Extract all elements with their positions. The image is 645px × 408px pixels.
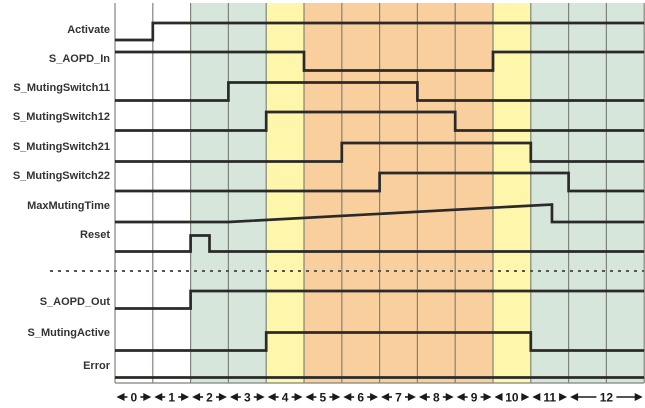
waveform-Reset <box>115 234 645 253</box>
arrow-right-icon <box>218 393 227 401</box>
waveform-MaxMutingTime <box>115 203 645 224</box>
arrow-right-icon <box>143 393 152 401</box>
arrow-left-icon <box>532 393 541 401</box>
time-segment-number: 2 <box>206 391 213 405</box>
phase-region-green-5 <box>530 3 645 383</box>
time-segment-number: 7 <box>395 391 402 405</box>
arrow-right-icon <box>483 393 492 401</box>
arrow-left-icon <box>154 393 163 401</box>
arrow-right-icon <box>559 393 568 401</box>
signal-labels: Activate S_AOPD_In S_MutingSwitch11 S_Mutin… <box>0 0 110 408</box>
waveform-S_MutingSwitch11 <box>115 81 645 102</box>
arrow-left-icon <box>456 393 465 401</box>
arrow-right-icon <box>521 393 530 401</box>
signal-label-S_MutingActive: S_MutingActive <box>27 327 110 339</box>
waveform-S_AOPD_Out <box>115 289 645 310</box>
time-segment-number: 5 <box>320 391 327 405</box>
arrow-right-icon <box>294 393 303 401</box>
arrow-right-icon <box>256 393 265 401</box>
time-segment-number: 9 <box>471 391 478 405</box>
arrow-left-icon <box>418 393 427 401</box>
signal-label-S_MutingSwitch22: S_MutingSwitch22 <box>12 170 110 182</box>
signal-label-Activate: Activate <box>67 24 110 36</box>
signal-label-S_MutingSwitch21: S_MutingSwitch21 <box>12 141 110 153</box>
signal-label-S_AOPD_Out: S_AOPD_Out <box>39 296 110 308</box>
arrow-left-icon <box>305 393 314 401</box>
arrow-right-icon <box>634 393 643 401</box>
phase-region-yellow-4 <box>493 3 531 383</box>
signal-label-MaxMutingTime: MaxMutingTime <box>27 200 110 212</box>
phase-region-yellow-2 <box>266 3 304 383</box>
waveform-S_MutingSwitch21 <box>115 141 645 163</box>
arrow-left-icon <box>494 393 503 401</box>
time-segment-number: 1 <box>168 391 175 405</box>
arrow-left-icon <box>381 393 390 401</box>
signal-label-Reset: Reset <box>80 229 110 241</box>
arrow-left-icon <box>267 393 276 401</box>
waveform-S_AOPD_In <box>115 50 645 72</box>
waveform-S_MutingSwitch22 <box>115 171 645 193</box>
arrow-right-icon <box>370 393 379 401</box>
waveform-S_MutingActive <box>115 331 645 352</box>
signal-label-Error: Error <box>83 360 110 372</box>
time-segment-number: 8 <box>433 391 440 405</box>
arrow-right-icon <box>407 393 416 401</box>
arrow-left-icon <box>116 393 125 401</box>
waveform-S_MutingSwitch12 <box>115 110 645 132</box>
time-segment-number: 12 <box>600 391 614 405</box>
arrow-right-icon <box>181 393 190 401</box>
signal-label-S_AOPD_In: S_AOPD_In <box>48 53 110 65</box>
signal-label-S_MutingSwitch11: S_MutingSwitch11 <box>13 82 110 94</box>
waveform-Activate <box>115 21 645 42</box>
time-segment-number: 3 <box>244 391 251 405</box>
arrow-left-icon <box>570 393 579 401</box>
arrow-left-icon <box>343 393 352 401</box>
arrow-right-icon <box>445 393 454 401</box>
phase-region-orange-3 <box>304 3 493 383</box>
arrow-right-icon <box>332 393 341 401</box>
time-segment-number: 4 <box>282 391 289 405</box>
arrow-left-icon <box>229 393 238 401</box>
time-segment-number: 6 <box>357 391 364 405</box>
time-segment-number: 10 <box>505 391 519 405</box>
arrow-left-icon <box>192 393 201 401</box>
signal-label-S_MutingSwitch12: S_MutingSwitch12 <box>12 111 110 123</box>
time-segment-number: 11 <box>543 391 556 405</box>
time-segment-number: 0 <box>131 391 138 405</box>
